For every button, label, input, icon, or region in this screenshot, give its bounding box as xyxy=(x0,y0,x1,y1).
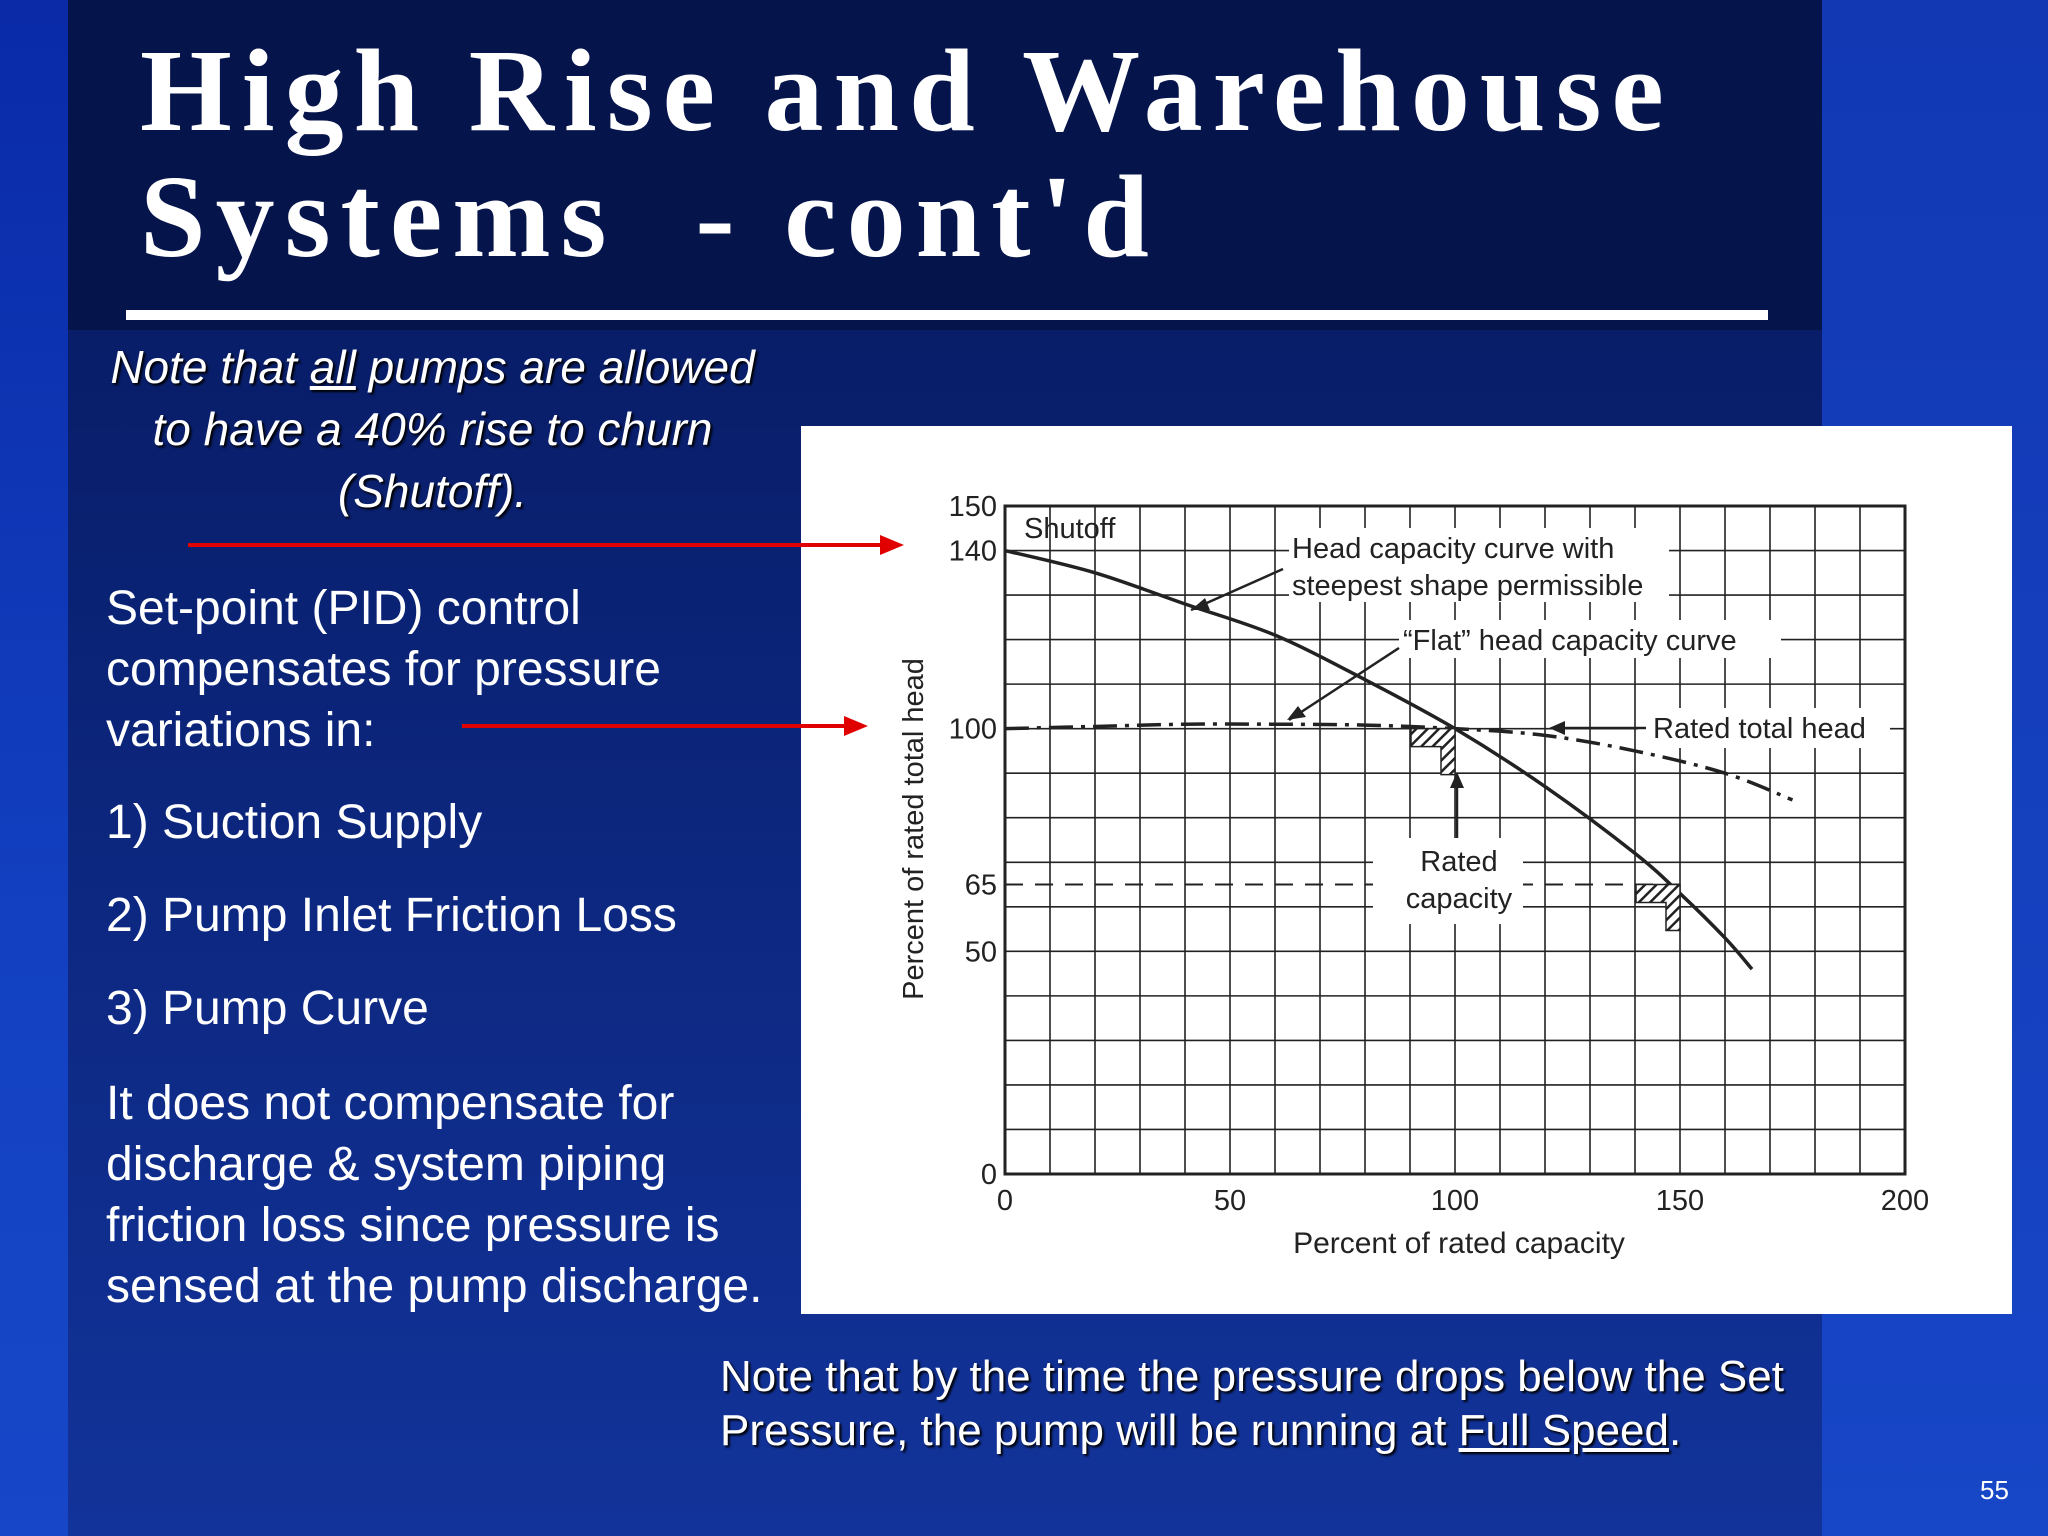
note-full-speed-end: . xyxy=(1668,1406,1682,1455)
title-line-1: High Rise and Warehouse xyxy=(140,25,1674,156)
pump-curve-chart-panel: 0 50 100 150 200 0 50 65 100 140 150 Percent of ra… xyxy=(801,426,2012,1314)
rated-head-arrowhead xyxy=(1549,721,1565,735)
not-compensate-text: It does not compensate for discharge & s… xyxy=(106,1077,763,1313)
x-tick-label: 50 xyxy=(1214,1185,1246,1217)
title-divider xyxy=(126,310,1768,320)
item-pump-curve: 3) Pump Curve xyxy=(106,982,429,1035)
left-edge-band xyxy=(0,0,68,1536)
flat-pointer xyxy=(1288,646,1400,722)
pump-curve-chart: 0 50 100 150 200 0 50 65 100 140 150 Percent of ra… xyxy=(898,491,1930,1260)
y-tick-label: 150 xyxy=(949,491,997,523)
note-full-speed-start: Note that by the time the pressure drops… xyxy=(720,1352,1784,1455)
annotation-steepest: Head capacity curve with steepest shape … xyxy=(1190,528,1669,612)
rated-capacity-line1: Rated xyxy=(1420,846,1497,878)
steepest-label-bg xyxy=(1289,528,1669,602)
grid-layer xyxy=(1003,504,1907,1176)
rated-capacity-arrowhead xyxy=(1450,772,1464,788)
steepest-arrowhead xyxy=(1191,598,1210,610)
rated-capacity-label-bg xyxy=(1373,838,1523,924)
x-tick-label: 150 xyxy=(1656,1185,1704,1217)
note-shutoff-end: pumps are allowed to have a 40% rise to … xyxy=(152,341,755,517)
y-tick-label: 0 xyxy=(981,1159,997,1191)
annotation-rated-capacity: Rated capacity xyxy=(1373,772,1523,924)
title-band xyxy=(68,0,1822,330)
flat-label: “Flat” head capacity curve xyxy=(1403,625,1737,657)
note-shutoff: Note that all pumps are allowed to have … xyxy=(110,336,755,522)
rated-head-label: Rated total head xyxy=(1653,713,1866,745)
x-tick-label: 100 xyxy=(1431,1185,1479,1217)
plot-frame xyxy=(1003,504,1907,1176)
x-tick-label: 0 xyxy=(997,1185,1013,1217)
rated-capacity-line2: capacity xyxy=(1406,883,1513,915)
flat-arrowhead xyxy=(1287,706,1306,720)
y-tick-label: 100 xyxy=(949,714,997,746)
flat-head-capacity-curve xyxy=(1004,722,1794,802)
note-shutoff-start: Note that xyxy=(110,341,310,393)
x-tick-label: 200 xyxy=(1881,1185,1929,1217)
steepest-label-line1: Head capacity curve with xyxy=(1292,533,1614,565)
steepest-label-line2: steepest shape permissible xyxy=(1292,570,1643,602)
annotation-shutoff: Shutoff xyxy=(1024,513,1116,545)
x-axis-label: Percent of rated capacity xyxy=(1293,1227,1625,1260)
page-number: 55 xyxy=(1980,1475,2009,1505)
annotation-flat: “Flat” head capacity curve xyxy=(1287,620,1781,722)
note-full-speed-underlined: Full Speed xyxy=(1458,1406,1669,1455)
rated-point-marks xyxy=(1410,727,1681,932)
setpoint-text: Set-point (PID) control compensates for … xyxy=(106,582,661,757)
item-suction-supply: 1) Suction Supply xyxy=(106,796,483,849)
tick-labels: 0 50 100 150 200 0 50 65 100 140 150 xyxy=(949,491,1930,1217)
rated-head-label-bg xyxy=(1638,708,1890,748)
annotation-rated-head: Rated total head xyxy=(1549,708,1890,748)
note-full-speed: Note that by the time the pressure drops… xyxy=(720,1350,1820,1458)
shutoff-label: Shutoff xyxy=(1024,513,1116,545)
y-tick-label: 65 xyxy=(965,870,997,902)
item-inlet-friction: 2) Pump Inlet Friction Loss xyxy=(106,889,677,942)
y-tick-label: 140 xyxy=(949,536,997,568)
y-tick-label: 50 xyxy=(965,936,997,968)
y-axis-label: Percent of rated total head xyxy=(898,658,930,1000)
slide-title: High Rise and Warehouse Systems - cont'd xyxy=(140,28,1674,280)
title-line-2: Systems - cont'd xyxy=(140,151,1159,282)
rated-point-hatch xyxy=(1635,883,1681,932)
rated-point-hatch xyxy=(1410,727,1456,776)
note-shutoff-underlined: all xyxy=(309,341,356,393)
flat-label-bg xyxy=(1399,620,1781,658)
